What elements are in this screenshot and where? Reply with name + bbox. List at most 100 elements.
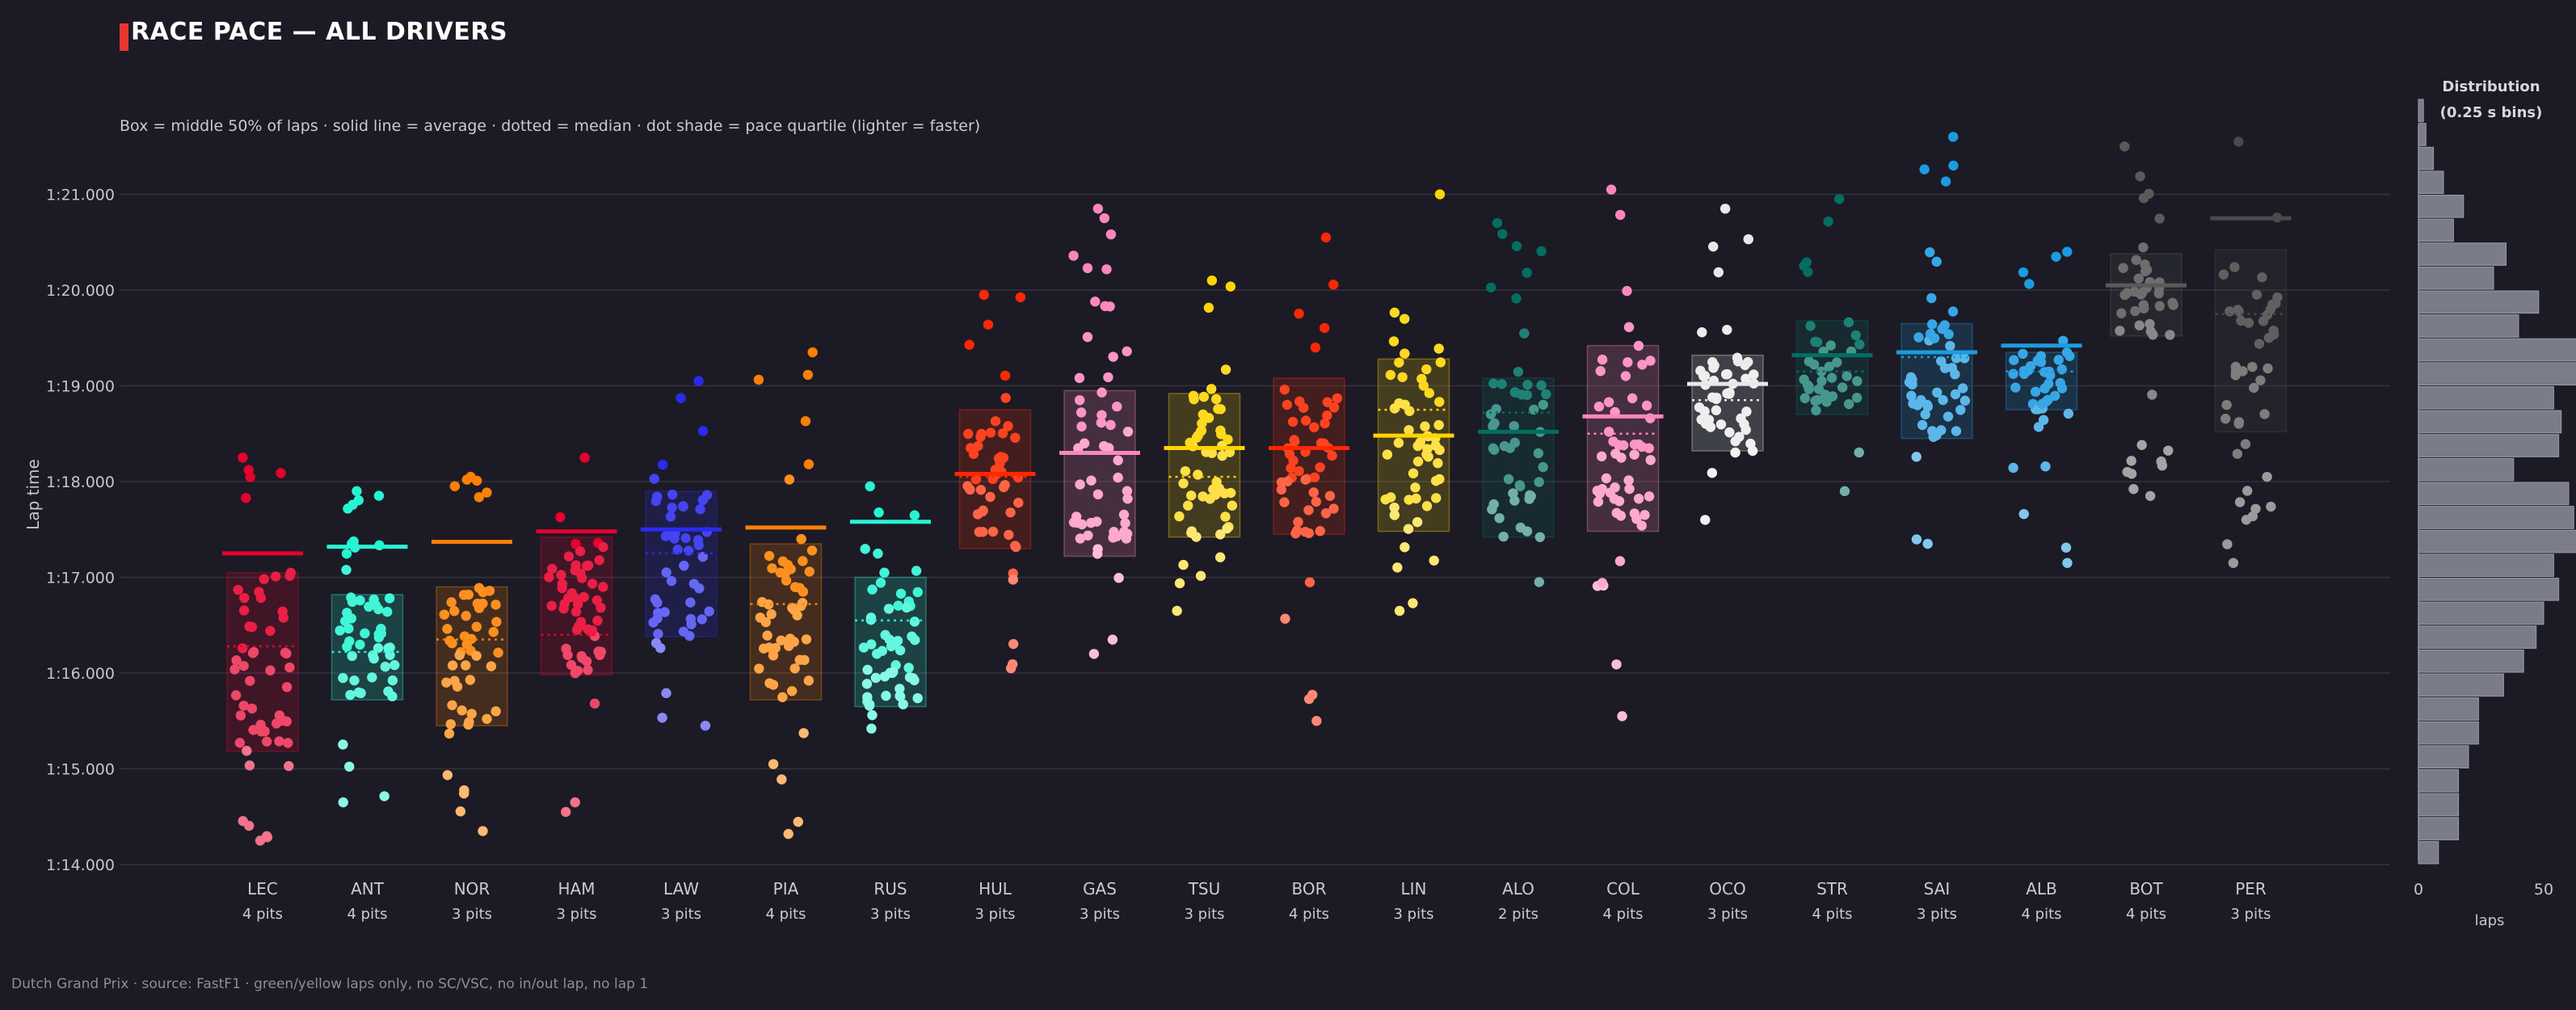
lap-dot [1843, 317, 1854, 328]
lap-dot [2247, 511, 2258, 522]
driver-code-label: PIA [773, 879, 799, 898]
lap-dot [1509, 421, 1519, 431]
lap-dot [587, 579, 598, 589]
lap-dot [367, 672, 377, 683]
lap-dot [2139, 303, 2149, 314]
lap-dot [248, 646, 259, 658]
lap-dot [459, 631, 470, 642]
lap-dot [1825, 340, 1836, 351]
lap-dot [1533, 448, 1544, 459]
lap-dot [591, 595, 603, 606]
lap-dot [237, 643, 248, 654]
lap-dot [807, 347, 818, 358]
hist-bar [2418, 769, 2460, 793]
lap-dot [1703, 415, 1715, 425]
lap-dot [1922, 402, 1934, 412]
lap-dot [238, 660, 249, 671]
lap-dot [1193, 469, 1203, 480]
lap-dot [1708, 241, 1719, 252]
lap-dot [572, 666, 583, 676]
lap-dot [1303, 505, 1314, 516]
lap-dot [593, 646, 604, 657]
driver-pits-label: 4 pits [1602, 906, 1643, 923]
hist-bar [2418, 817, 2460, 840]
lap-dot [672, 545, 683, 555]
lap-dot [1075, 407, 1087, 418]
lap-dot [2257, 271, 2267, 283]
lap-dot [482, 713, 492, 724]
lap-dot [1120, 518, 1130, 528]
lap-dot [1217, 450, 1227, 461]
lap-dot [649, 473, 659, 484]
lap-dot [546, 600, 557, 611]
lap-dot [2225, 306, 2235, 317]
lap-dot [1332, 393, 1343, 404]
lap-dot [441, 677, 452, 688]
lap-dot [1213, 403, 1223, 415]
lap-dot [1105, 229, 1117, 240]
lap-dot [1939, 363, 1951, 373]
lap-dot [1522, 380, 1533, 390]
lap-dot [1624, 483, 1635, 494]
driver-pits-label: 3 pits [1917, 906, 1957, 923]
lap-dot [862, 664, 873, 675]
lap-dot [1722, 324, 1732, 335]
driver-pits-label: 4 pits [2126, 906, 2166, 923]
driver-pits-label: 4 pits [2021, 906, 2061, 923]
lap-dot [895, 588, 907, 599]
y-axis-label: Lap time [23, 459, 43, 530]
lap-dot [557, 583, 567, 594]
lap-dot [680, 532, 691, 544]
lap-dot [1288, 455, 1299, 466]
lap-dot [1433, 458, 1443, 469]
lap-dot [1513, 366, 1524, 377]
lap-dot [1183, 500, 1193, 511]
lap-dot [909, 510, 920, 520]
distribution-subtitle-text: (0.25 s bins) [2439, 104, 2543, 121]
lap-dot [2126, 456, 2136, 466]
lap-dot [1397, 372, 1408, 382]
lap-dot [1324, 490, 1336, 501]
lap-dot [1694, 402, 1705, 413]
lap-dot [1385, 369, 1396, 381]
lap-dot [360, 628, 370, 639]
lap-dot [1403, 524, 1414, 534]
lap-dot [1955, 405, 1966, 415]
lap-dot [973, 440, 983, 452]
lap-dot [1641, 400, 1652, 411]
driver-code-label: OCO [1709, 879, 1745, 898]
lap-dot [893, 600, 903, 611]
lap-dot [474, 583, 485, 593]
lap-dot [1172, 605, 1182, 617]
lap-dot [387, 691, 398, 702]
lap-dot [875, 578, 886, 588]
lap-dot [2236, 315, 2246, 326]
driver-pits-label: 3 pits [1707, 906, 1748, 923]
lap-dot [676, 393, 686, 403]
lap-dot [2233, 417, 2245, 427]
driver-group-col: COL 4 pits [1582, 184, 1664, 923]
driver-code-label: BOT [2129, 879, 2163, 898]
lap-dot [1286, 463, 1296, 473]
lap-dot [1645, 356, 1656, 366]
lap-dot [1907, 374, 1917, 385]
lap-dot [1503, 473, 1514, 485]
lap-dot [1431, 493, 1442, 503]
lap-dot [594, 555, 604, 566]
hist-bar [2418, 195, 2464, 218]
lap-dot [2049, 390, 2060, 402]
lap-dot [678, 501, 688, 511]
lap-dot [353, 494, 364, 506]
driver-code-label: ALO [1502, 879, 1534, 898]
lap-dot [493, 647, 503, 658]
lap-dot [1293, 516, 1303, 528]
y-tick-label: 1:14.000 [46, 856, 115, 874]
driver-code-label: LEC [247, 879, 278, 898]
lap-dot [244, 760, 255, 771]
lap-dot [1603, 397, 1614, 407]
lap-dot [667, 489, 678, 500]
lap-dot [1420, 421, 1430, 431]
lap-dot [1713, 267, 1724, 278]
lap-dot [667, 503, 677, 513]
lap-dot [465, 675, 476, 685]
